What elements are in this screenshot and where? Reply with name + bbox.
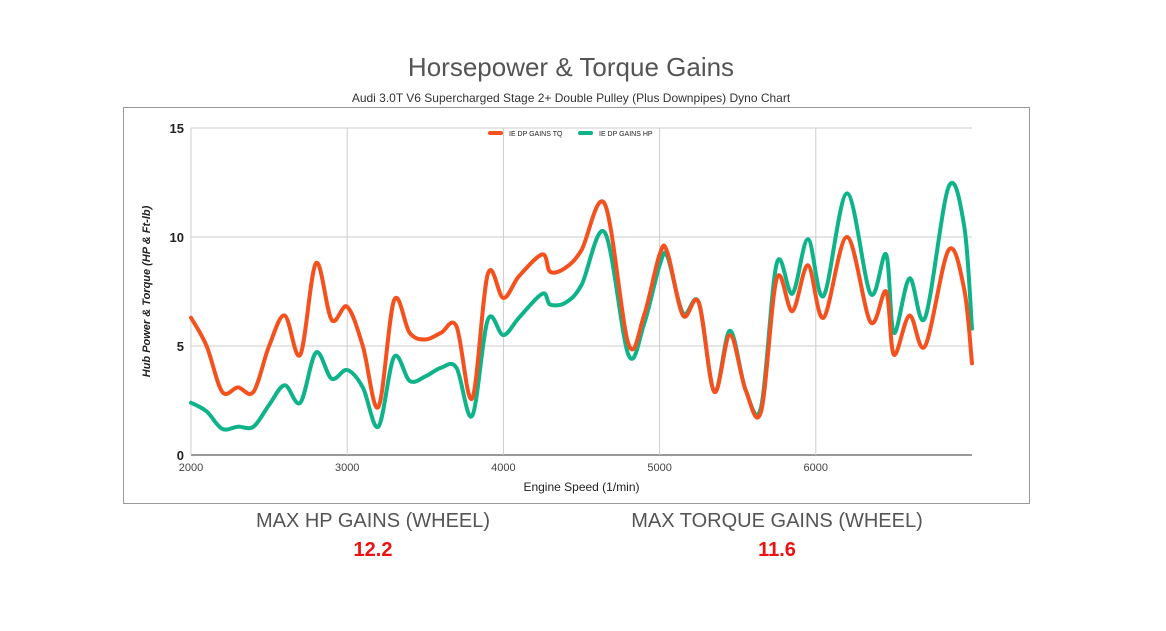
y-tick-label: 0 (177, 448, 184, 463)
chart-title: Horsepower & Torque Gains (407, 52, 735, 82)
x-tick-label: 2000 (179, 462, 203, 474)
x-axis-title: Engine Speed (1/min) (523, 480, 639, 494)
max-torque-label: MAX TORQUE GAINS (WHEEL) (631, 510, 923, 532)
hp-series-line (189, 180, 974, 432)
x-tick-label: 4000 (491, 462, 515, 474)
chart-subtitle: Audi 3.0T V6 Supercharged Stage 2+ Doubl… (351, 91, 791, 105)
x-tick-label: 3000 (335, 462, 359, 474)
max-torque-value: 11.6 (758, 539, 796, 561)
torque-series-line (189, 199, 974, 420)
max-hp-label: MAX HP GAINS (WHEEL) (255, 510, 491, 532)
y-tick-label: 15 (170, 121, 184, 136)
y-axis-title: Hub Power & Torque (HP & Ft-lb) (141, 205, 153, 377)
x-tick-label: 6000 (804, 462, 828, 474)
max-hp-value: 12.2 (353, 539, 393, 561)
x-tick-label: 5000 (647, 462, 671, 474)
legend-label-hp: IE DP GAINS HP (599, 131, 653, 138)
chart-frame (123, 107, 1030, 504)
y-tick-label: 5 (177, 339, 184, 354)
legend-label-torque: IE DP GAINS TQ (509, 131, 563, 138)
y-tick-label: 10 (170, 230, 184, 245)
